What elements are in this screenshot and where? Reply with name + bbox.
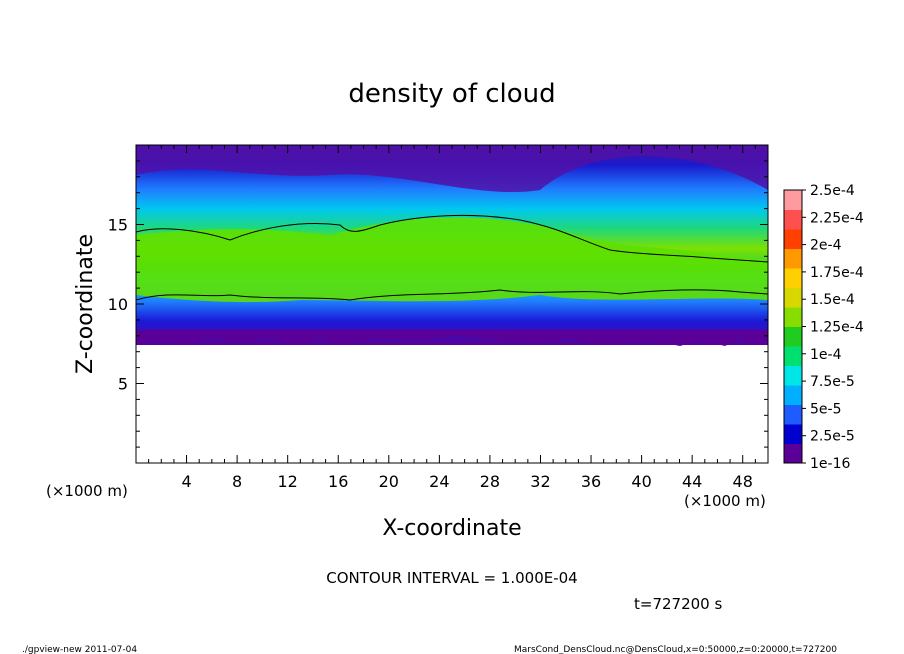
x-axis-label: X-coordinate bbox=[382, 516, 521, 541]
colorbar-swatch bbox=[784, 209, 802, 230]
colorbar: 2.5e-4 2.25e-4 2e-4 1.75e-4 1.5e-4 1.25e-4 1e-… bbox=[783, 183, 864, 472]
colorbar-label: 2.25e-4 bbox=[810, 210, 864, 226]
colorbar-label: 1e-4 bbox=[810, 347, 842, 363]
x-tick-label: 32 bbox=[530, 472, 550, 491]
colorbar-label: 2.5e-4 bbox=[810, 183, 855, 199]
colorbar-swatch bbox=[784, 268, 802, 288]
colorbar-label: 7.5e-5 bbox=[810, 374, 855, 390]
x-tick-label: 12 bbox=[278, 472, 298, 491]
x-tick-label: 28 bbox=[480, 472, 500, 491]
x-tick-label: 40 bbox=[631, 472, 651, 491]
colorbar-label: 2e-4 bbox=[810, 238, 842, 254]
time-text: t=727200 s bbox=[634, 595, 722, 613]
colorbar-label: 5e-5 bbox=[810, 401, 841, 417]
colorbar-swatch bbox=[784, 326, 802, 347]
y-tick-label: 5 bbox=[118, 375, 128, 394]
colorbar-swatch bbox=[784, 229, 802, 249]
colorbar-label: 1e-16 bbox=[810, 456, 850, 472]
colorbar-swatch bbox=[784, 424, 802, 444]
x-axis-ticks: 4 8 12 16 20 24 28 32 36 40 44 48 bbox=[148, 145, 756, 491]
footer-right: MarsCond_DensCloud.nc@DensCloud,x=0:5000… bbox=[514, 645, 837, 654]
cloud-base bbox=[136, 330, 768, 346]
x-tick-label: 24 bbox=[429, 472, 449, 491]
footer-left: ./gpview-new 2011-07-04 bbox=[22, 645, 137, 654]
upper-haze bbox=[136, 145, 768, 193]
y-tick-label: 15 bbox=[108, 216, 128, 235]
x-unit-label-right: (×1000 m) bbox=[684, 492, 766, 510]
y-axis-ticks: 5 10 15 bbox=[108, 160, 768, 448]
colorbar-swatch bbox=[784, 287, 802, 308]
chart-title: density of cloud bbox=[348, 79, 555, 109]
colorbar-swatch bbox=[784, 346, 802, 366]
colorbar-swatch bbox=[784, 307, 802, 327]
x-tick-label: 16 bbox=[328, 472, 348, 491]
x-unit-label-left: (×1000 m) bbox=[46, 482, 128, 500]
colorbar-swatch bbox=[784, 385, 802, 405]
y-tick-label: 10 bbox=[108, 295, 128, 314]
colorbar-swatch bbox=[784, 248, 802, 269]
colorbar-swatch bbox=[784, 365, 802, 386]
colorbar-swatch bbox=[784, 190, 802, 210]
cloud-core bbox=[136, 217, 768, 303]
density-field bbox=[136, 145, 768, 346]
colorbar-label: 1.5e-4 bbox=[810, 292, 855, 308]
x-tick-label: 36 bbox=[581, 472, 601, 491]
x-tick-label: 20 bbox=[379, 472, 399, 491]
contour-interval-text: CONTOUR INTERVAL = 1.000E-04 bbox=[326, 569, 577, 587]
x-tick-label: 48 bbox=[733, 472, 753, 491]
colorbar-label: 1.25e-4 bbox=[810, 320, 864, 336]
x-tick-label: 44 bbox=[682, 472, 702, 491]
y-axis-label: Z-coordinate bbox=[73, 234, 98, 374]
contour-line bbox=[136, 214, 768, 301]
x-tick-label: 8 bbox=[232, 472, 242, 491]
colorbar-label: 1.75e-4 bbox=[810, 265, 864, 281]
colorbar-swatch bbox=[784, 404, 802, 425]
x-tick-label: 4 bbox=[181, 472, 191, 491]
colorbar-swatch bbox=[784, 443, 802, 464]
colorbar-label: 2.5e-5 bbox=[810, 429, 855, 445]
